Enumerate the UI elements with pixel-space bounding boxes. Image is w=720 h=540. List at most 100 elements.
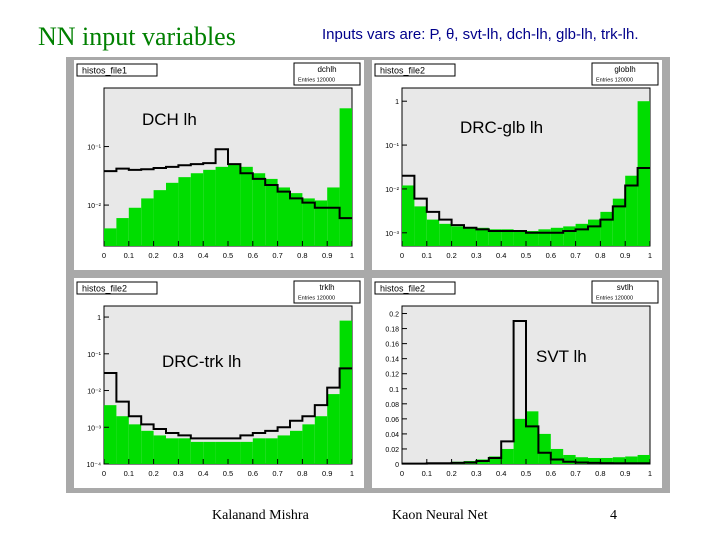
- y-tick-label: 1: [395, 99, 399, 106]
- green-bar: [153, 435, 166, 464]
- page-number: 4: [610, 508, 617, 523]
- x-tick-label: 0.9: [322, 251, 332, 260]
- x-tick-label: 0.6: [248, 251, 258, 260]
- green-bar: [600, 211, 613, 246]
- x-tick-label: 0: [102, 469, 106, 478]
- green-bar: [190, 441, 204, 464]
- green-bar: [153, 190, 166, 246]
- y-tick-label: 0.08: [385, 402, 399, 409]
- green-bar: [612, 198, 626, 246]
- x-tick-label: 0.7: [570, 469, 580, 478]
- svt-lh-label: SVT lh: [536, 347, 587, 366]
- y-tick-label: 0.14: [385, 357, 399, 364]
- x-tick-label: 0.3: [173, 251, 183, 260]
- slide-title: NN input variables: [38, 22, 236, 51]
- x-tick-label: 0.7: [272, 469, 282, 478]
- stat-entries: Entries 120000: [298, 296, 335, 302]
- green-bar: [228, 441, 241, 464]
- green-bar: [588, 457, 601, 464]
- y-tick-label: 1: [97, 315, 101, 322]
- green-bar: [612, 457, 626, 464]
- plot-drc-trk-lh: histos_file2 trklh Entries 120000 1 10⁻¹ 10⁻²…: [74, 278, 364, 488]
- green-bar: [414, 206, 427, 246]
- stat-name: dchlh: [317, 65, 336, 74]
- green-bar: [426, 219, 440, 246]
- footer-title: Kaon Neural Net: [392, 508, 488, 523]
- x-tick-label: 0.1: [124, 251, 134, 260]
- x-tick-label: 0: [400, 469, 404, 478]
- x-tick-label: 1: [648, 251, 652, 260]
- x-tick-label: 0.5: [223, 251, 233, 260]
- stat-box: [293, 280, 361, 304]
- chart-svg: histos_file2 trklh Entries 120000 1 10⁻¹ 10⁻²…: [74, 278, 364, 488]
- green-bar: [402, 185, 415, 246]
- green-bar: [215, 441, 228, 464]
- green-bar: [526, 411, 539, 464]
- chart-svg: histos_file1 dchlh Entries 120000 10⁻¹ 10⁻² 0…: [74, 60, 364, 270]
- y-tick-label: 10⁻⁴: [87, 462, 102, 469]
- x-tick-label: 0.7: [272, 251, 282, 260]
- green-bar: [476, 227, 489, 246]
- y-tick-label: 10⁻¹: [87, 352, 101, 359]
- x-tick-label: 0: [102, 251, 106, 260]
- stat-entries: Entries 120000: [596, 78, 633, 84]
- green-bar: [327, 394, 340, 464]
- file-tag: histos_file1: [82, 66, 127, 76]
- green-bar: [265, 178, 278, 246]
- green-bar: [488, 229, 502, 246]
- y-tick-label: 0: [395, 462, 399, 469]
- stat-entries: Entries 120000: [596, 296, 633, 302]
- x-tick-label: 1: [648, 469, 652, 478]
- x-tick-label: 0.9: [322, 469, 332, 478]
- green-bar: [625, 175, 638, 246]
- x-tick-label: 0.2: [446, 469, 456, 478]
- x-tick-label: 0.8: [297, 469, 307, 478]
- green-bar: [252, 438, 266, 464]
- green-bar: [314, 200, 328, 246]
- x-tick-label: 0.4: [496, 469, 506, 478]
- y-tick-label: 10⁻²: [87, 203, 101, 210]
- x-tick-label: 0.6: [546, 469, 556, 478]
- black-series-line: [402, 167, 650, 234]
- x-tick-label: 1: [350, 469, 354, 478]
- green-bar: [637, 454, 650, 464]
- title-box: [76, 281, 158, 295]
- x-tick-label: 1: [350, 251, 354, 260]
- x-tick-label: 0.4: [496, 251, 506, 260]
- chart-svg: histos_file2 globlh Entries 120000 1 10⁻¹ 10⁻…: [372, 60, 662, 270]
- green-bar: [178, 177, 191, 246]
- plot-svt-lh: histos_file2 svtlh Entries 120000 0 0.02 0.04…: [372, 278, 662, 488]
- green-bar: [575, 223, 588, 246]
- green-bar: [625, 456, 638, 464]
- x-tick-label: 0.2: [446, 251, 456, 260]
- black-series-line: [104, 148, 352, 220]
- file-tag: histos_file2: [380, 66, 425, 76]
- green-bar: [265, 438, 278, 464]
- green-bar: [290, 193, 303, 246]
- stat-entries: Entries 120000: [298, 78, 335, 84]
- green-bar: [228, 164, 241, 246]
- y-tick-label: 0.06: [385, 417, 399, 424]
- file-tag: histos_file2: [380, 284, 425, 294]
- x-tick-label: 0.5: [223, 469, 233, 478]
- x-tick-label: 0.4: [198, 469, 208, 478]
- plot-drc-glb-lh: histos_file2 globlh Entries 120000 1 10⁻¹ 10⁻…: [372, 60, 662, 270]
- green-bar: [141, 430, 154, 464]
- file-tag: histos_file2: [82, 284, 127, 294]
- x-tick-label: 0.9: [620, 469, 630, 478]
- x-tick-label: 0.3: [471, 469, 481, 478]
- stat-box: [293, 62, 361, 86]
- y-tick-label: 0.12: [385, 372, 399, 379]
- drc-glb-lh-label: DRC-glb lh: [460, 118, 544, 137]
- green-bar: [290, 430, 303, 464]
- x-tick-label: 0.8: [595, 251, 605, 260]
- stat-name: trklh: [319, 283, 334, 292]
- green-bar: [240, 166, 253, 246]
- green-bar: [277, 187, 290, 246]
- x-tick-label: 0.6: [248, 469, 258, 478]
- green-bar: [588, 219, 601, 246]
- y-tick-label: 10⁻¹: [87, 145, 101, 152]
- green-bar: [563, 226, 576, 246]
- x-tick-label: 0.3: [471, 251, 481, 260]
- footer-author: Kalanand Mishra: [212, 508, 309, 523]
